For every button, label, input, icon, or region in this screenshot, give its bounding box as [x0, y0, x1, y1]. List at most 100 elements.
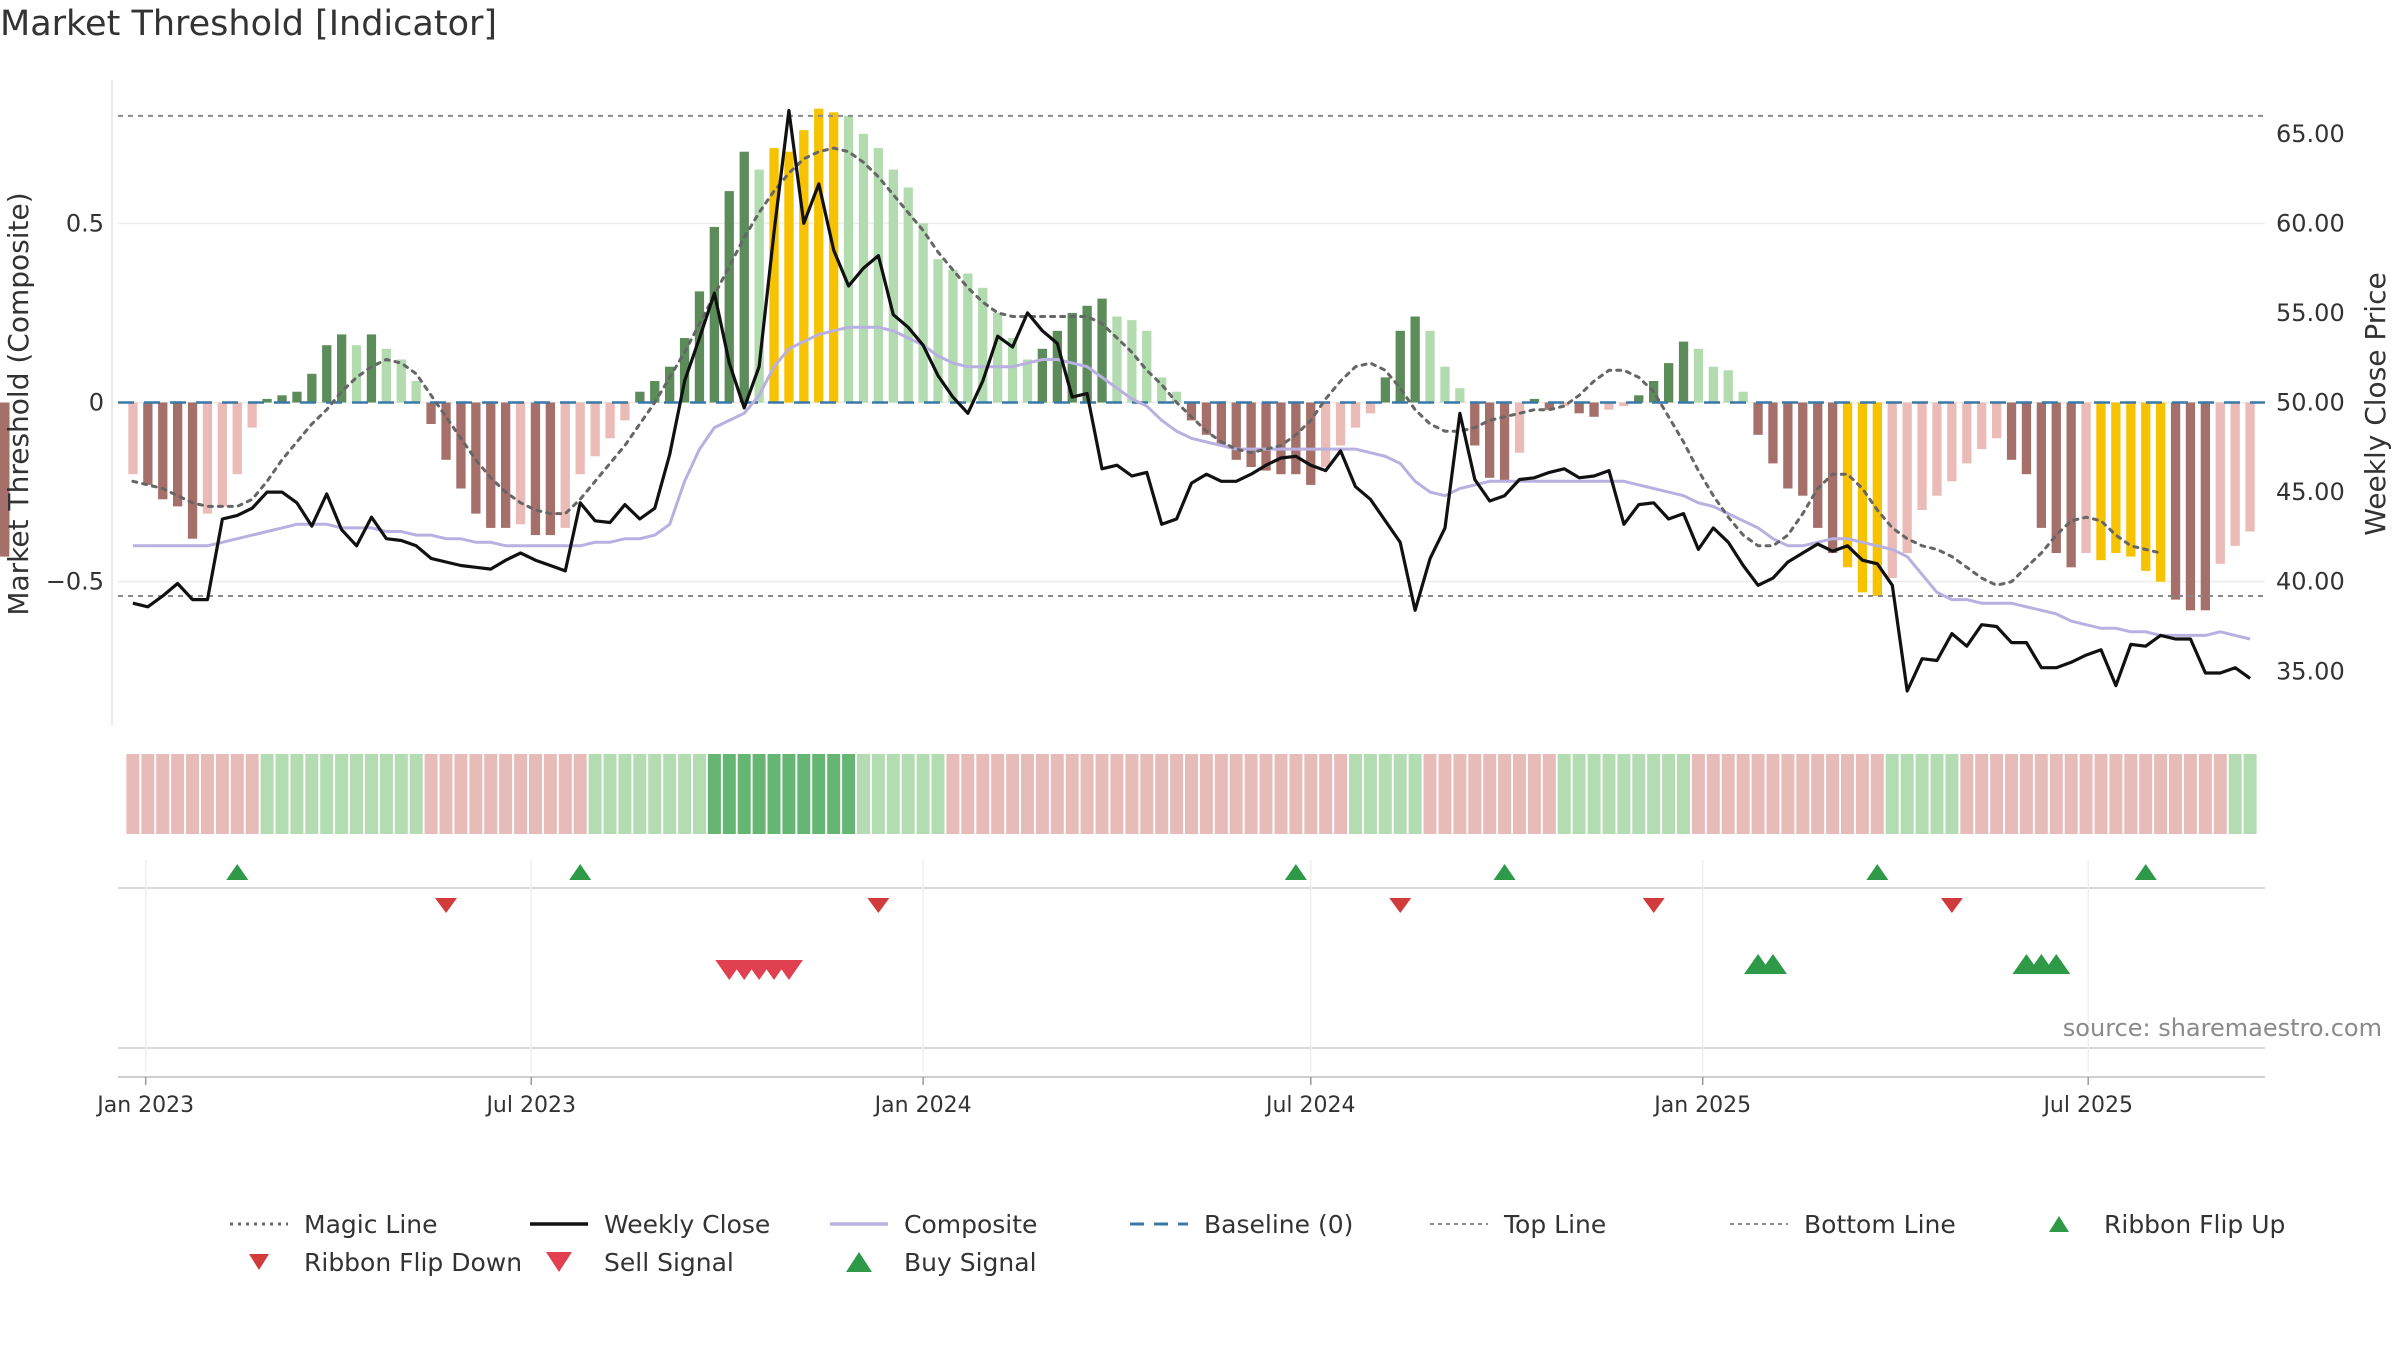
composite-bar — [1410, 316, 1420, 403]
ribbon-cell — [1915, 754, 1929, 834]
composite-bar — [2006, 402, 2017, 460]
composite-bar — [1380, 377, 1390, 403]
ribbon-cell — [916, 754, 930, 834]
ribbon-cell — [1021, 754, 1034, 834]
ribbon-flip-down-marker — [1642, 898, 1665, 913]
ribbon-cell — [1334, 754, 1348, 834]
composite-bar — [1216, 402, 1226, 446]
composite-bar — [1708, 366, 1718, 403]
ribbon-cell — [2169, 754, 2182, 834]
x-tick-label: Jan 2023 — [95, 1093, 194, 1118]
series-lines — [118, 108, 2265, 693]
ribbon-cell — [1304, 754, 1318, 834]
composite-bar — [292, 391, 302, 403]
legend-weekly-close: Weekly Close — [530, 1210, 830, 1239]
ribbon-cell — [588, 754, 602, 834]
ribbon-cell — [1677, 754, 1690, 834]
composite-bar — [337, 334, 347, 403]
ribbon-cell — [1721, 754, 1735, 834]
composite-bar — [1872, 402, 1882, 596]
ribbon-cell — [976, 754, 990, 834]
composite-bar — [1887, 402, 1897, 579]
composite-bar — [1335, 402, 1346, 446]
ribbon-cell — [1244, 754, 1258, 834]
composite-bar — [918, 223, 928, 403]
ribbon-cell — [1811, 754, 1825, 834]
legend-label: Bottom Line — [1804, 1209, 1956, 1239]
ribbon-cell — [1095, 754, 1109, 834]
ribbon-cell — [1900, 754, 1914, 834]
composite-bar — [2126, 402, 2136, 557]
composite-bar — [709, 226, 719, 403]
composite-bar — [1634, 395, 1644, 403]
composite-bar — [1261, 402, 1271, 471]
signal-markers — [118, 864, 2265, 1049]
x-axis: Jan 2023 Jul 2023 Jan 2024 Jul 2024 Jan 2025… — [95, 860, 2265, 1118]
composite-bar — [1246, 402, 1256, 467]
ribbon-cell — [335, 754, 349, 834]
composite-bar — [2021, 402, 2032, 475]
composite-bar — [2245, 402, 2255, 532]
ribbon-cell — [827, 754, 841, 834]
composite-bar — [247, 402, 257, 428]
legend-label: Weekly Close — [604, 1209, 771, 1239]
ribbon-cell — [1736, 754, 1750, 834]
ribbon-cell — [2049, 754, 2063, 834]
legend-label: Buy Signal — [904, 1247, 1037, 1277]
ribbon-cell — [558, 754, 572, 834]
ribbon-cell — [1855, 754, 1869, 834]
ribbon-cell — [707, 754, 721, 834]
ribbon-cell — [618, 754, 632, 834]
composite-bars — [0, 108, 2255, 611]
ribbon-cell — [215, 754, 229, 834]
ribbon-cell — [1602, 754, 1616, 834]
composite-bar — [1619, 402, 1629, 407]
ribbon-cell — [1110, 754, 1124, 834]
composite-bar — [1499, 402, 1510, 482]
ribbon-cell — [633, 754, 647, 834]
ribbon-cell — [1498, 754, 1512, 834]
ribbon-cell — [1363, 754, 1377, 834]
legend-label: Sell Signal — [604, 1247, 734, 1277]
composite-bar — [1753, 402, 1763, 435]
composite-bar — [1127, 320, 1137, 403]
ribbon-cell — [1975, 754, 1989, 834]
legend-swatch-flip-down — [249, 1254, 269, 1270]
ribbon-cell — [946, 754, 960, 834]
ribbon-cell — [201, 754, 214, 834]
ribbon-cell — [2228, 754, 2242, 834]
ribbon-cell — [186, 754, 199, 834]
ribbon-flip-up-marker — [2134, 864, 2157, 880]
composite-bar — [1828, 402, 1838, 553]
ribbon-cell — [1050, 754, 1064, 834]
composite-bar — [456, 402, 466, 489]
composite-bar — [560, 402, 570, 528]
composite-bar — [1604, 402, 1614, 410]
composite-bar — [0, 402, 10, 557]
x-tick-label: Jul 2025 — [2041, 1093, 2133, 1118]
composite-bar — [1082, 305, 1092, 403]
ribbon-cell — [439, 754, 453, 834]
ribbon-cell — [2183, 754, 2197, 834]
composite-bar — [873, 148, 883, 403]
ribbon-cell — [543, 754, 557, 834]
ribbon-cell — [2109, 754, 2123, 834]
ribbon-cell — [1349, 754, 1362, 834]
composite-bar — [1291, 402, 1301, 475]
composite-bar — [232, 402, 242, 475]
y-left-tick-label: 0 — [89, 389, 104, 417]
legend-label: Ribbon Flip Down — [304, 1247, 523, 1277]
legend-bottom-line: Bottom Line — [1730, 1210, 2030, 1239]
ribbon-cell — [871, 754, 885, 834]
composite-bar — [575, 402, 585, 475]
composite-bar — [1470, 402, 1480, 446]
composite-bar — [1589, 402, 1599, 417]
composite-bar — [799, 130, 809, 403]
ribbon-cell — [1229, 754, 1243, 834]
composite-bar — [396, 359, 406, 403]
legend-label: Top Line — [1504, 1209, 1607, 1239]
composite-bar — [1664, 363, 1674, 403]
ribbon-cell — [1781, 754, 1795, 834]
ribbon-cell — [2079, 754, 2093, 834]
composite-bar — [829, 112, 839, 403]
